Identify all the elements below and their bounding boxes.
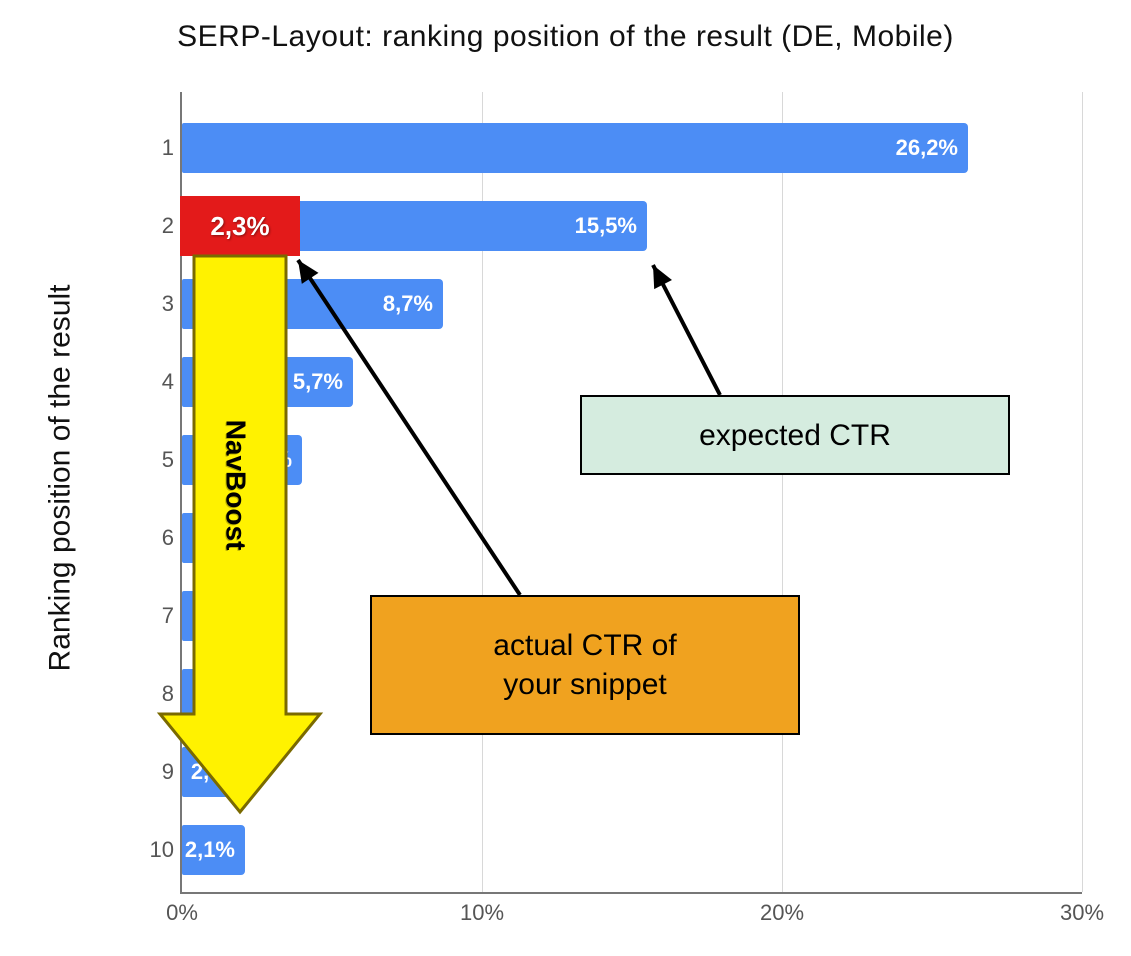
bar: 26,2% <box>182 123 968 173</box>
expected-ctr-callout: expected CTR <box>580 395 1010 475</box>
x-tick-label: 10% <box>460 900 504 926</box>
bar <box>182 591 257 641</box>
gridline <box>1082 92 1083 892</box>
x-tick-label: 0% <box>166 900 198 926</box>
x-tick-label: 20% <box>760 900 804 926</box>
gridline <box>782 92 783 892</box>
y-tick-label: 7 <box>140 603 174 629</box>
y-tick-label: 2 <box>140 213 174 239</box>
y-tick-label: 9 <box>140 759 174 785</box>
y-tick-label: 8 <box>140 681 174 707</box>
navboost-label: NavBoost <box>219 420 251 551</box>
bar-value-label: % <box>272 447 292 473</box>
actual-ctr-value-box: 2,3% <box>180 196 300 256</box>
bar-value-label: 2,3% <box>191 759 241 785</box>
y-tick-label: 3 <box>140 291 174 317</box>
y-tick-label: 5 <box>140 447 174 473</box>
bar <box>182 669 254 719</box>
bar: 2,3% <box>182 747 251 797</box>
bar-value-label: 26,2% <box>896 135 958 161</box>
y-tick-label: 10 <box>140 837 174 863</box>
x-tick-label: 30% <box>1060 900 1104 926</box>
y-axis-label: Ranking position of the result <box>40 0 80 956</box>
y-tick-label: 4 <box>140 369 174 395</box>
y-tick-label: 1 <box>140 135 174 161</box>
bar-value-label: 8,7% <box>383 291 433 317</box>
chart-title: SERP-Layout: ranking position of the res… <box>0 20 1131 54</box>
bar: 8,7% <box>182 279 443 329</box>
bar-value-label: 2,1% <box>185 837 235 863</box>
bar-value-label: 15,5% <box>575 213 637 239</box>
y-tick-label: 6 <box>140 525 174 551</box>
chart-plot-area: 0%10%20%30%126,2%215,5%38,7%45,7%5%67892… <box>180 92 1082 894</box>
actual-ctr-callout: actual CTR of your snippet <box>370 595 800 735</box>
bar-value-label: 5,7% <box>293 369 343 395</box>
bar: 5,7% <box>182 357 353 407</box>
bar: 2,1% <box>182 825 245 875</box>
